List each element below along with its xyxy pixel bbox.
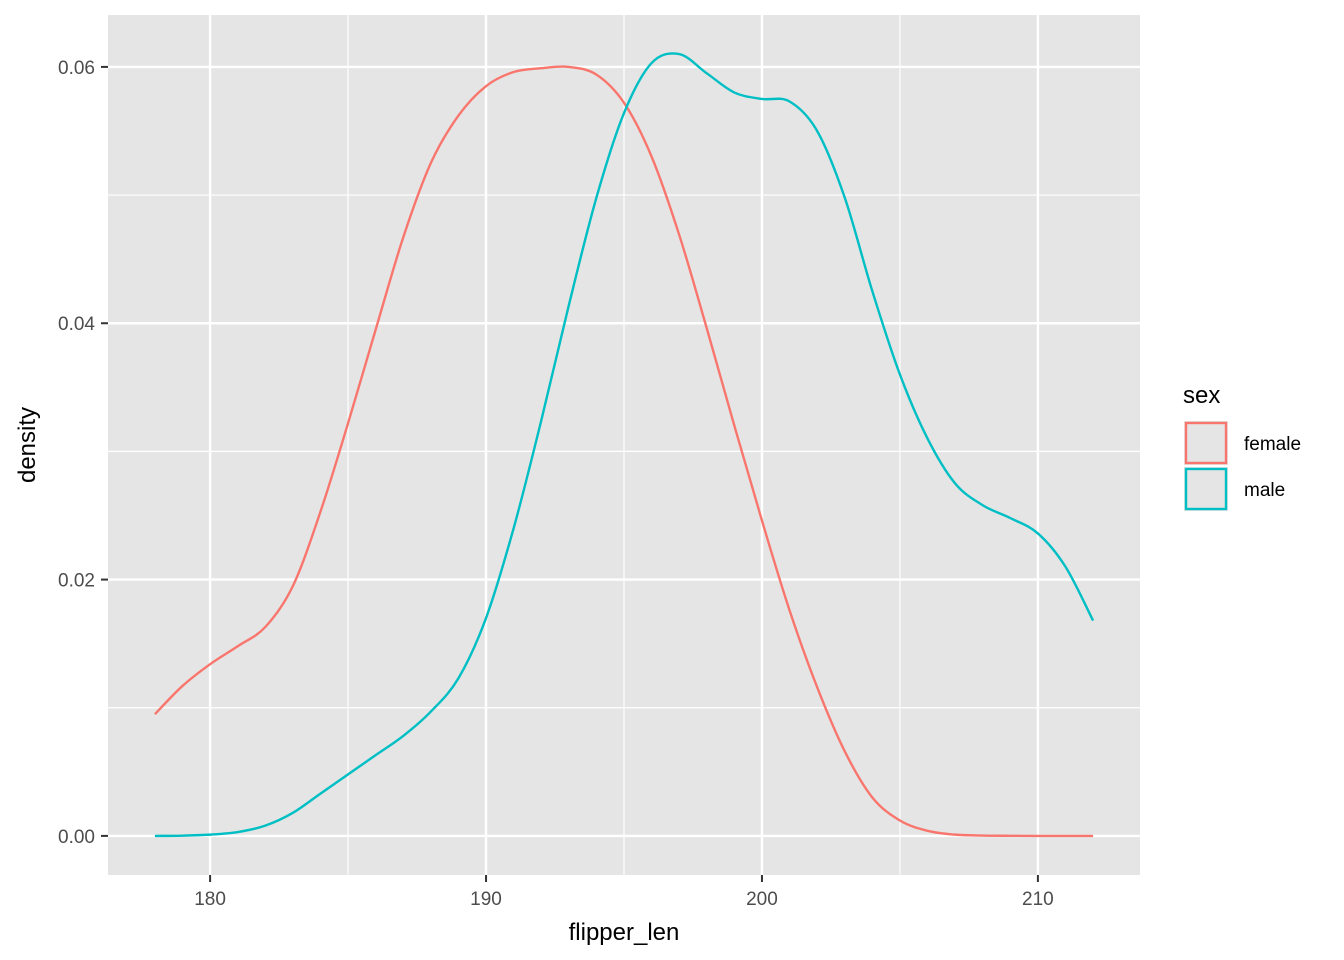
legend-swatch-male — [1184, 467, 1228, 511]
y-tick-label: 0.00 — [58, 827, 95, 848]
series-line-female — [154, 65, 1094, 838]
x-tick-label: 180 — [194, 889, 226, 910]
legend-key-male — [1184, 467, 1228, 511]
x-axis-title: flipper_len — [569, 919, 680, 946]
legend-swatch-female — [1184, 421, 1228, 465]
y-axis: 0.00 0.02 0.04 0.06 — [58, 58, 108, 848]
x-tick-label: 200 — [746, 889, 778, 910]
y-tick-label: 0.06 — [58, 58, 95, 79]
minor-gridlines — [108, 15, 1140, 875]
legend-label-male: male — [1244, 480, 1285, 501]
x-tick-label: 210 — [1022, 889, 1054, 910]
x-axis: 180 190 200 210 — [194, 875, 1054, 910]
y-tick-label: 0.04 — [58, 314, 95, 335]
legend-label-female: female — [1244, 434, 1301, 455]
legend: sex female male — [1183, 382, 1301, 511]
legend-title: sex — [1183, 382, 1220, 409]
legend-key-female — [1184, 421, 1228, 465]
series-line-male — [154, 52, 1095, 838]
series-lines — [154, 52, 1095, 838]
y-tick-label: 0.02 — [58, 571, 95, 592]
y-axis-title: density — [14, 407, 41, 483]
x-tick-label: 190 — [470, 889, 502, 910]
